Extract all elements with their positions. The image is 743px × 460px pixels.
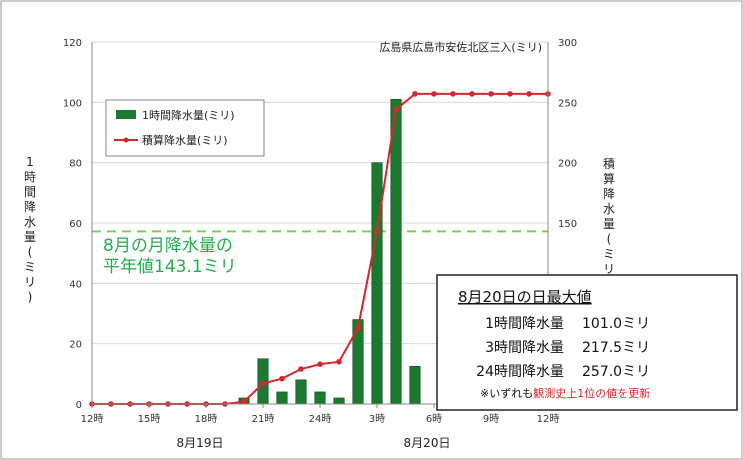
y1-tick-label: 100 <box>63 98 82 109</box>
y1-title-char: 降 <box>24 200 36 214</box>
reference-label-line2: 平年値143.1ミリ <box>103 257 237 277</box>
line-point <box>298 366 304 372</box>
x-tick-label: 12時 <box>81 413 104 425</box>
y2-title-char: 算 <box>603 171 615 186</box>
line-point <box>317 361 323 367</box>
info-box-title: 8月20日の日最大値 <box>458 288 592 306</box>
legend-line-marker <box>123 137 129 143</box>
line-point <box>431 91 437 97</box>
y1-title-char: リ <box>24 275 36 289</box>
y2-title-char: 積 <box>603 156 615 171</box>
x-tick-label: 18時 <box>195 413 218 425</box>
bar <box>409 365 421 405</box>
reference-label-line1: 8月の月降水量の <box>103 236 233 256</box>
chart-title: 広島県広島市安佐北区三入(ミリ) <box>379 40 542 54</box>
info-note-prefix: ※いずれも <box>480 387 533 400</box>
bar <box>276 391 288 405</box>
y1-tick-label: 0 <box>76 400 82 411</box>
y2-title-char: 量 <box>603 217 615 231</box>
info-box-frame <box>436 274 738 411</box>
line-point <box>279 375 285 382</box>
x-tick-label: 3時 <box>369 413 385 425</box>
x-tick-label: 9時 <box>483 413 499 425</box>
y2-title-char: 水 <box>603 202 615 216</box>
x-tick-label: 15時 <box>138 413 161 425</box>
y2-axis-title: 積算降水量(ミリ) <box>603 156 615 291</box>
line-point <box>336 358 342 365</box>
line-point <box>488 91 494 97</box>
y2-title-char: ミ <box>603 247 615 261</box>
y1-title-char: ) <box>28 290 33 304</box>
y1-title-char: 1 <box>26 155 34 169</box>
legend-line-label: 積算降水量(ミリ) <box>142 133 228 147</box>
y2-title-char: ( <box>607 232 612 246</box>
line-point <box>260 380 266 387</box>
info-row-3-value: 257.0ミリ <box>582 364 650 380</box>
info-row-3-label: 24時間降水量 <box>476 364 564 380</box>
y2-tick-label: 300 <box>558 38 577 49</box>
y1-title-char: 水 <box>24 215 36 229</box>
bar <box>314 391 326 405</box>
bar <box>371 162 383 405</box>
x-tick-label: 12時 <box>537 413 560 425</box>
y1-title-char: ( <box>28 245 33 259</box>
x-tick-label: 6時 <box>426 413 442 425</box>
info-box: 8月20日の日最大値 1時間降水量 101.0ミリ 3時間降水量 217.5ミリ… <box>436 274 738 411</box>
x-tick-label: 21時 <box>252 413 275 425</box>
y1-tick-label: 20 <box>69 340 82 351</box>
line-point <box>241 398 247 405</box>
y1-title-char: 時 <box>24 170 36 184</box>
y1-title-char: ミ <box>24 260 36 274</box>
y1-tick-label: 120 <box>63 38 82 49</box>
info-row-2-value: 217.5ミリ <box>582 340 650 356</box>
y2-tick-label: 200 <box>558 159 577 170</box>
x-tick-label: 24時 <box>309 413 332 425</box>
y2-title-char: 降 <box>603 187 615 201</box>
info-row-1-label: 1時間降水量 <box>485 316 564 332</box>
axes: 02040608010012010015020025030012時15時18時2… <box>63 38 577 425</box>
bar <box>390 99 402 405</box>
line-point <box>393 106 399 113</box>
bar <box>352 319 364 405</box>
y1-title-char: 量 <box>24 230 36 244</box>
y1-title-char: 間 <box>24 185 36 199</box>
date-label-aug19: 8月19日 <box>177 436 224 450</box>
line-point <box>526 91 532 97</box>
line-point <box>450 91 456 97</box>
line-point <box>507 91 513 97</box>
y1-tick-label: 80 <box>69 159 82 170</box>
bar <box>295 379 307 405</box>
legend-bar-swatch <box>116 110 136 119</box>
info-note-highlight: 観測史上1位の値を更新 <box>533 386 650 400</box>
line-point <box>374 228 380 235</box>
legend: 1時間降水量(ミリ) 積算降水量(ミリ) <box>105 99 265 157</box>
y2-tick-label: 150 <box>558 219 577 230</box>
y2-tick-label: 250 <box>558 98 577 109</box>
bar <box>333 397 345 405</box>
line-point <box>469 91 475 97</box>
y1-tick-label: 40 <box>69 279 82 290</box>
y1-tick-label: 60 <box>69 219 82 230</box>
y2-title-char: リ <box>603 262 615 276</box>
y1-axis-title: 1時間降水量(ミリ) <box>24 155 36 304</box>
info-row-1-value: 101.0ミリ <box>582 316 650 332</box>
legend-box <box>105 99 265 157</box>
info-row-2-label: 3時間降水量 <box>485 340 564 356</box>
info-note: ※いずれも観測史上1位の値を更新 <box>480 386 650 400</box>
line-point <box>355 325 361 331</box>
date-label-aug20: 8月20日 <box>404 436 451 450</box>
line-point <box>412 91 418 97</box>
legend-bar-label: 1時間降水量(ミリ) <box>142 108 235 122</box>
